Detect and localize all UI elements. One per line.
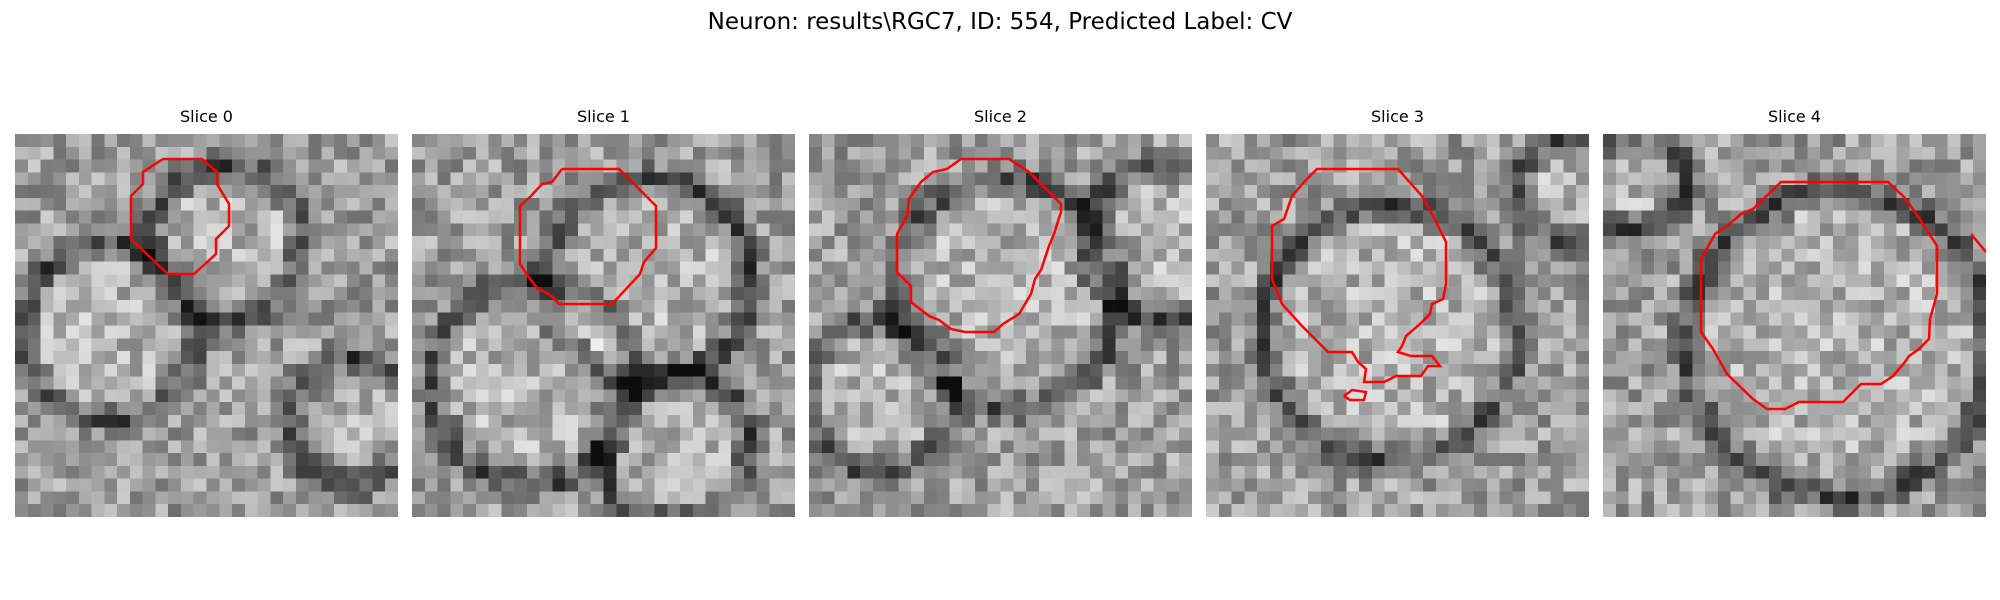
pixel-grid [1206,134,1589,517]
slice-panel-1: Slice 1 [412,106,795,517]
slice-image [1206,134,1589,517]
slice-title: Slice 4 [1768,107,1821,126]
roi-contour-fragment [1343,388,1368,402]
slice-panel-3: Slice 3 [1206,106,1589,517]
slice-image [809,134,1192,517]
slice-panel-0: Slice 0 [15,106,398,517]
pixel-grid [412,134,795,517]
slice-panel-4: Slice 4 [1603,106,1986,517]
slice-panel-2: Slice 2 [809,106,1192,517]
pixel-grid [809,134,1192,517]
roi-contour-edge [1970,233,1986,253]
slice-title: Slice 2 [974,107,1027,126]
roi-contour [895,157,1063,334]
slice-image [15,134,398,517]
slice-title: Slice 3 [1371,107,1424,126]
pixel-grid [15,134,398,517]
roi-contour [129,157,231,276]
figure-title: Neuron: results\RGC7, ID: 554, Predicted… [707,9,1293,35]
slice-title: Slice 0 [180,107,233,126]
roi-contour [1270,167,1448,384]
slice-image [412,134,795,517]
slice-title: Slice 1 [577,107,630,126]
slice-image [1603,134,1986,517]
roi-contour [1699,180,1939,411]
roi-contour [518,167,658,306]
